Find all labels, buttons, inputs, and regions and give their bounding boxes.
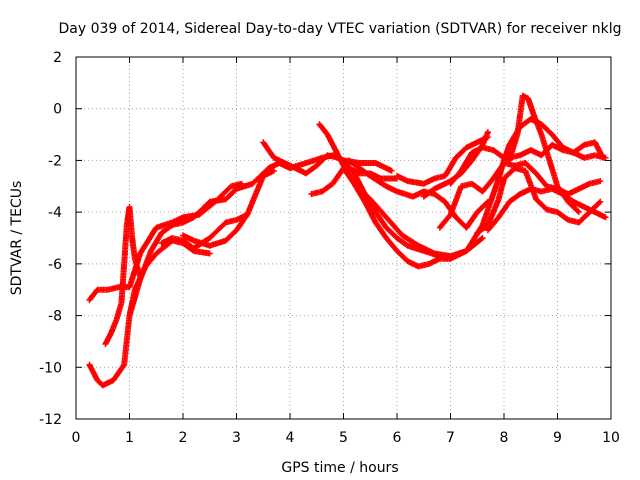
data-points — [340, 157, 486, 262]
data-points — [506, 92, 582, 216]
data-points — [394, 134, 491, 187]
series-track-3 — [102, 204, 144, 347]
series-track-5 — [158, 167, 277, 252]
series-track-6 — [180, 211, 251, 249]
data-points — [345, 157, 491, 231]
series-track-7 — [260, 139, 400, 182]
y-tick-label: -6 — [48, 257, 62, 273]
data-series — [86, 92, 609, 389]
series-track-11 — [345, 157, 491, 231]
axes: 0 1 2 3 4 5 6 7 8 9 10 -12 -10 -8 -6 -4 -2 0 2 — [39, 50, 620, 446]
y-tick-label: -2 — [48, 153, 62, 169]
x-tick-label: 5 — [339, 430, 348, 446]
y-tick-label: -4 — [48, 205, 62, 221]
x-tick-label: 10 — [602, 430, 620, 446]
x-tick-label: 6 — [393, 430, 402, 446]
chart-title: Day 039 of 2014, Sidereal Day-to-day VTE… — [59, 21, 622, 37]
series-track-19 — [506, 92, 582, 216]
x-tick-label: 1 — [125, 430, 134, 446]
x-tick-label: 4 — [286, 430, 295, 446]
x-tick-label: 7 — [446, 430, 455, 446]
x-tick-label: 0 — [72, 430, 81, 446]
x-tick-label: 8 — [500, 430, 509, 446]
y-tick-label: -8 — [48, 309, 62, 325]
y-tick-label: 0 — [53, 102, 62, 118]
series-track-9 — [316, 121, 454, 270]
data-points — [316, 121, 454, 270]
y-tick-label: 2 — [53, 50, 62, 66]
y-tick-label: -12 — [39, 412, 62, 428]
data-points — [260, 139, 400, 182]
x-axis-label: GPS time / hours — [281, 460, 398, 476]
series-track-10 — [340, 157, 486, 262]
series-track-12 — [394, 134, 491, 187]
x-tick-label: 9 — [553, 430, 562, 446]
data-points — [102, 204, 144, 347]
y-tick-label: -10 — [39, 360, 62, 376]
data-points — [180, 211, 251, 249]
data-points — [158, 167, 277, 252]
x-tick-label: 3 — [232, 430, 241, 446]
y-axis-label: SDTVAR / TECUs — [9, 181, 25, 296]
x-tick-label: 2 — [179, 430, 188, 446]
